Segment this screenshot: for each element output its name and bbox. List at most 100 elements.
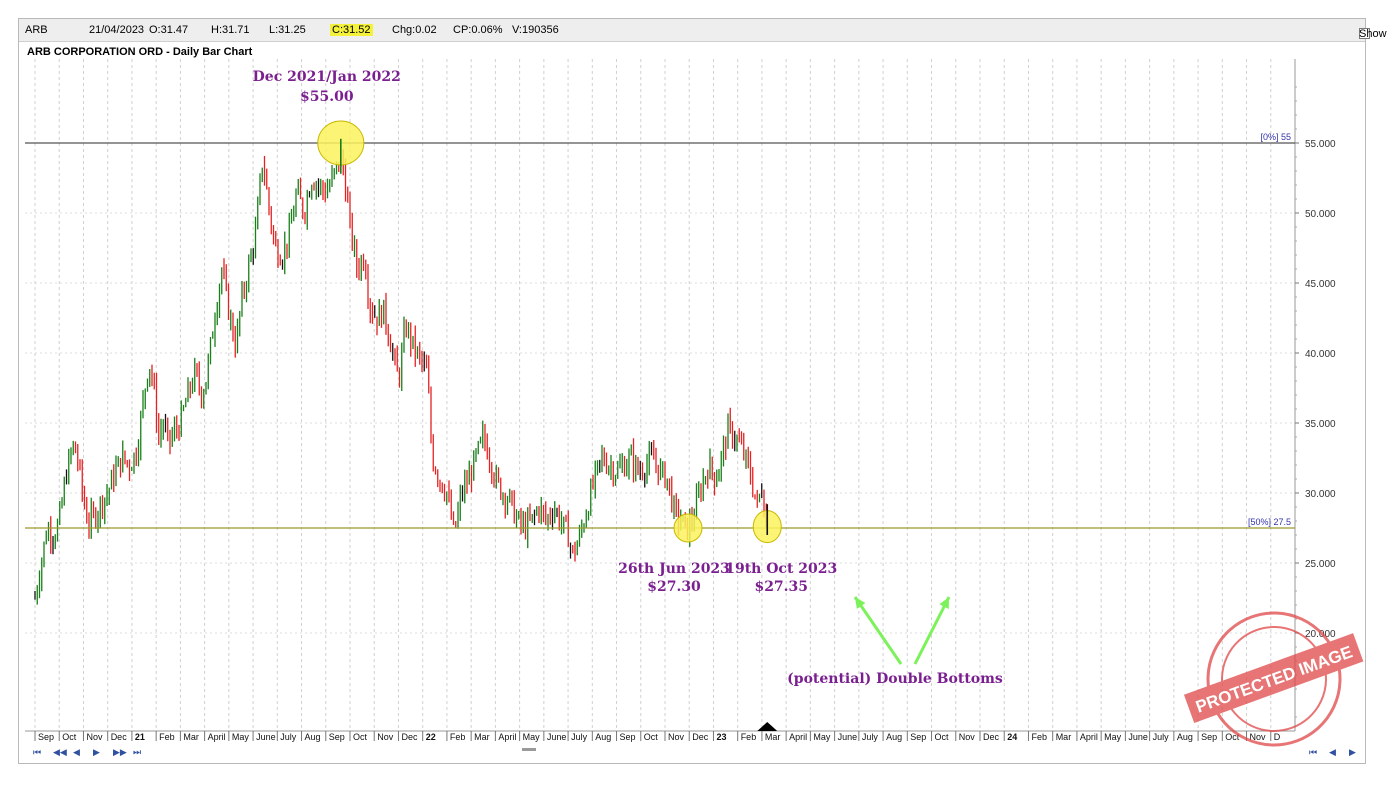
x-tick-label: April	[208, 732, 226, 742]
x-tick-label: Dec	[111, 732, 128, 742]
arrow-to-bottom1	[853, 596, 903, 665]
x-tick-label: Sep	[1201, 732, 1217, 742]
x-tick-label: June	[838, 732, 858, 742]
x-tick-label: Oct	[62, 732, 77, 742]
x-tick-label: Nov	[959, 732, 976, 742]
change-label: Chg:0.02	[392, 24, 437, 36]
x-tick-label: Oct	[1225, 732, 1240, 742]
date-label: 21/04/2023	[89, 24, 145, 36]
x-tick-label: Aug	[595, 732, 611, 742]
annotation-bottom1-date: 26th Jun 2023	[618, 561, 730, 577]
annotation-bottom2-price: $27.35	[754, 579, 808, 595]
current-date-marker	[757, 722, 778, 731]
nav-button-1[interactable]: ◀◀	[53, 747, 67, 757]
x-tick-label: July	[1153, 732, 1170, 742]
x-tick-label: Nov	[1250, 732, 1267, 742]
x-tick-label: Oct	[353, 732, 368, 742]
x-tick-label: Aug	[305, 732, 321, 742]
arrow-to-bottom1-head	[855, 597, 866, 609]
nav-button-right-2[interactable]: ▶	[1349, 747, 1356, 757]
x-tick-label: Aug	[886, 732, 902, 742]
arrow-to-bottom2-head	[939, 597, 949, 609]
x-tick-label: 22	[426, 732, 436, 742]
nav-button-2[interactable]: ◀	[73, 747, 80, 757]
symbol-label: ARB	[25, 24, 48, 36]
stamp-banner	[1183, 633, 1364, 723]
x-tick-label: Dec	[692, 732, 709, 742]
x-tick-label: Nov	[377, 732, 394, 742]
bottom1-marker-circle	[673, 513, 703, 543]
x-tick-label: Feb	[159, 732, 175, 742]
x-tick-label: D	[1274, 732, 1281, 742]
y-tick-label: 55.000	[1305, 139, 1336, 150]
x-tick-label: June	[256, 732, 276, 742]
x-tick-label: May	[523, 732, 541, 742]
low-label: L:31.25	[269, 24, 306, 36]
x-tick-label: May	[232, 732, 250, 742]
close-label: C:31.52	[330, 24, 373, 36]
nav-buttons: ⏮ ◀◀ ◀ ▶ ▶▶ ⏭	[33, 747, 141, 757]
show-last-label: Show Last	[1359, 28, 1388, 40]
y-tick-label: 40.000	[1305, 349, 1336, 360]
x-tick-label: June	[1128, 732, 1148, 742]
change-pct-label: CP:0.06%	[453, 24, 503, 36]
arrow-to-bottom2	[913, 596, 951, 665]
x-tick-label: May	[1104, 732, 1122, 742]
show-last-checkbox[interactable]	[1359, 28, 1370, 39]
x-tick-label: 23	[716, 732, 726, 742]
x-tick-label: July	[571, 732, 588, 742]
x-tick-label: Sep	[329, 732, 345, 742]
x-tick-label: July	[280, 732, 297, 742]
open-label: O:31.47	[149, 24, 189, 36]
level-label: [50%] 27.5	[1248, 517, 1291, 527]
x-tick-label: Dec	[401, 732, 418, 742]
nav-button-right-1[interactable]: ◀	[1329, 747, 1336, 757]
x-tick-label: April	[1080, 732, 1098, 742]
x-tick-label: June	[547, 732, 567, 742]
level-label: [0%] 55	[1260, 132, 1291, 142]
x-tick-label: Mar	[765, 732, 781, 742]
nav-button-right-0[interactable]: ⏮	[1309, 747, 1317, 757]
x-tick-label: Feb	[1031, 732, 1047, 742]
annotation-bottom1-price: $27.30	[647, 579, 701, 595]
x-tick-label: Oct	[935, 732, 950, 742]
x-tick-label: July	[862, 732, 879, 742]
y-tick-label: 25.000	[1305, 559, 1336, 570]
y-tick-label: 50.000	[1305, 209, 1336, 220]
volume-label: V:190356	[512, 24, 559, 36]
x-tick-label: Aug	[1177, 732, 1193, 742]
x-tick-label: 24	[1007, 732, 1017, 742]
x-tick-label: Sep	[620, 732, 636, 742]
annotation-top-price: $55.00	[300, 89, 354, 105]
scroll-thumb[interactable]	[522, 748, 536, 751]
quote-bar: ARB 21/04/2023 O:31.47 H:31.71 L:31.25 C…	[19, 19, 1388, 42]
x-tick-label: Feb	[450, 732, 466, 742]
x-tick-label: Feb	[741, 732, 757, 742]
x-tick-label: Oct	[644, 732, 659, 742]
y-tick-label: 45.000	[1305, 279, 1336, 290]
x-tick-label: Nov	[86, 732, 103, 742]
x-tick-label: April	[498, 732, 516, 742]
chart-title: ARB CORPORATION ORD - Daily Bar Chart	[27, 46, 253, 58]
stamp-text: PROTECTED IMAGE	[1193, 642, 1355, 716]
nav-button-0[interactable]: ⏮	[33, 747, 41, 757]
nav-button-3[interactable]: ▶	[93, 747, 100, 757]
protected-image-stamp: PROTECTED IMAGE	[1183, 611, 1364, 747]
nav-button-4[interactable]: ▶▶	[113, 747, 127, 757]
x-tick-label: Mar	[183, 732, 199, 742]
annotation-top-date: Dec 2021/Jan 2022	[253, 69, 401, 85]
nav-button-5[interactable]: ⏭	[133, 747, 141, 757]
high-label: H:31.71	[211, 24, 250, 36]
x-tick-label: Sep	[38, 732, 54, 742]
annotation-bottom2-date: 19th Oct 2023	[725, 561, 837, 577]
x-tick-label: April	[789, 732, 807, 742]
x-tick-label: Nov	[668, 732, 685, 742]
y-tick-label: 30.000	[1305, 489, 1336, 500]
x-tick-label: Dec	[983, 732, 1000, 742]
x-tick-label: 21	[135, 732, 145, 742]
x-tick-label: May	[813, 732, 831, 742]
price-chart: 20.000 25.000 30.000 35.000 40.000 45.000 50.0…	[25, 59, 1364, 757]
x-tick-label: Sep	[910, 732, 926, 742]
chart-window: ARB 21/04/2023 O:31.47 H:31.71 L:31.25 C…	[18, 18, 1388, 764]
y-tick-label: 20.000	[1305, 629, 1336, 640]
